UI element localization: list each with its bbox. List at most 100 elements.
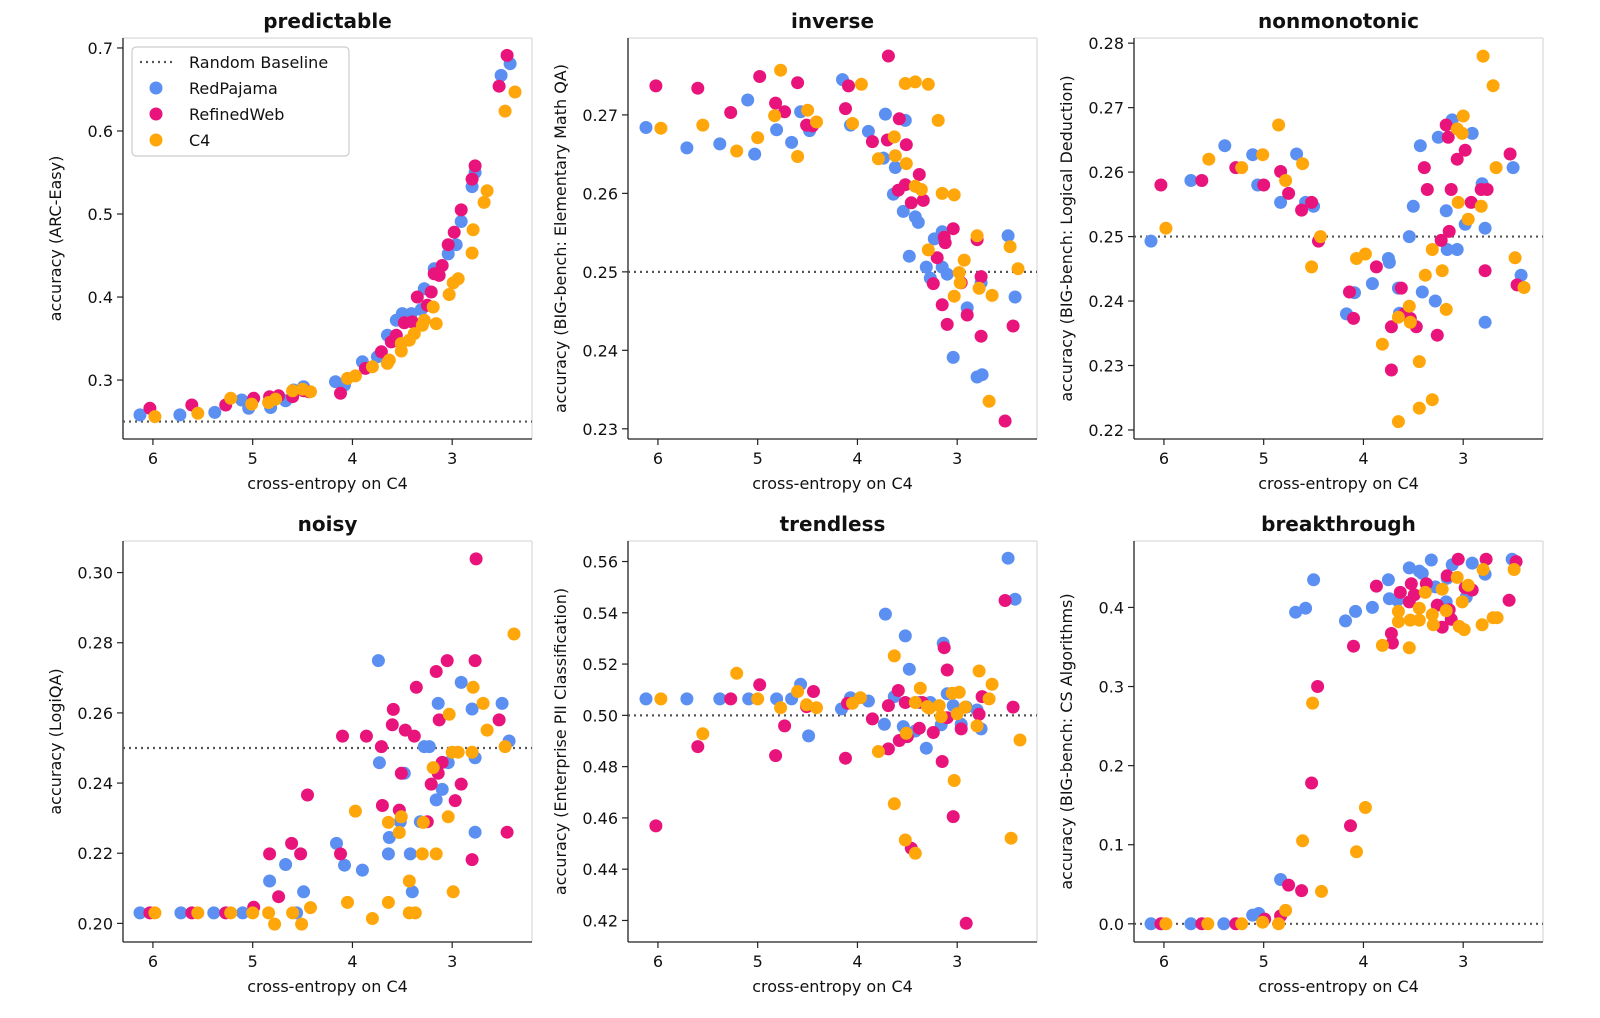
point-redpajama bbox=[422, 740, 436, 754]
point-refinedweb bbox=[898, 178, 912, 192]
point-redpajama bbox=[1218, 139, 1232, 153]
point-redpajama bbox=[741, 93, 755, 107]
point-redpajama bbox=[468, 825, 482, 839]
point-c4 bbox=[498, 104, 512, 118]
point-c4 bbox=[953, 276, 967, 290]
x-axis-label: cross-entropy on C4 bbox=[752, 474, 913, 493]
point-refinedweb bbox=[998, 594, 1012, 607]
point-c4 bbox=[887, 649, 901, 663]
point-refinedweb bbox=[492, 79, 506, 93]
point-redpajama bbox=[898, 629, 912, 643]
subplot-title: trendless bbox=[780, 512, 886, 536]
point-c4 bbox=[507, 627, 521, 641]
point-c4 bbox=[932, 699, 946, 713]
point-c4 bbox=[970, 229, 984, 243]
point-c4 bbox=[957, 253, 971, 267]
point-redpajama bbox=[1402, 230, 1416, 244]
point-refinedweb bbox=[454, 777, 468, 791]
point-c4 bbox=[810, 701, 823, 715]
point-redpajama bbox=[355, 863, 369, 877]
point-refinedweb bbox=[1195, 174, 1209, 187]
point-redpajama bbox=[454, 675, 468, 689]
point-redpajama bbox=[1289, 605, 1303, 619]
point-redpajama bbox=[742, 692, 756, 706]
point-refinedweb bbox=[1282, 186, 1296, 200]
legend-label: Random Baseline bbox=[189, 53, 328, 72]
y-tick-label: 0.52 bbox=[582, 655, 618, 674]
x-tick-label: 5 bbox=[1259, 952, 1269, 971]
point-refinedweb bbox=[385, 718, 399, 732]
point-refinedweb bbox=[465, 853, 479, 867]
point-refinedweb bbox=[753, 678, 767, 692]
point-refinedweb bbox=[946, 222, 960, 236]
point-c4 bbox=[898, 833, 912, 847]
point-redpajama bbox=[1450, 243, 1464, 256]
point-c4 bbox=[286, 906, 300, 920]
point-redpajama bbox=[1402, 561, 1416, 575]
point-c4 bbox=[416, 815, 430, 829]
point-redpajama bbox=[919, 741, 933, 755]
point-refinedweb bbox=[891, 684, 905, 697]
x-tick-label: 6 bbox=[1159, 449, 1169, 468]
point-refinedweb bbox=[865, 712, 879, 726]
point-c4 bbox=[1435, 582, 1449, 596]
point-c4 bbox=[442, 707, 456, 721]
point-c4 bbox=[908, 846, 922, 860]
point-c4 bbox=[1508, 251, 1522, 265]
point-refinedweb bbox=[778, 719, 792, 733]
y-tick-label: 0.28 bbox=[1088, 34, 1124, 53]
point-c4 bbox=[286, 384, 300, 398]
point-c4 bbox=[1314, 230, 1327, 244]
y-tick-label: 0.4 bbox=[1099, 598, 1124, 617]
point-refinedweb bbox=[842, 79, 855, 93]
point-c4 bbox=[908, 696, 922, 709]
point-refinedweb bbox=[938, 236, 952, 250]
point-redpajama bbox=[133, 408, 147, 422]
point-refinedweb bbox=[440, 654, 454, 668]
point-c4 bbox=[899, 157, 913, 171]
point-c4 bbox=[148, 906, 162, 920]
y-axis-label: accuracy (BIG-bench: Elementary Math QA) bbox=[551, 64, 570, 413]
point-c4 bbox=[1412, 355, 1426, 369]
point-redpajama bbox=[748, 147, 762, 161]
point-c4 bbox=[341, 895, 354, 909]
point-refinedweb bbox=[1393, 585, 1407, 599]
point-c4 bbox=[466, 223, 480, 237]
point-redpajama bbox=[1506, 161, 1520, 175]
point-redpajama bbox=[975, 368, 989, 382]
point-c4 bbox=[1403, 315, 1417, 329]
point-redpajama bbox=[1144, 234, 1158, 248]
point-refinedweb bbox=[1404, 577, 1418, 591]
point-c4 bbox=[1451, 195, 1465, 209]
point-refinedweb bbox=[465, 172, 479, 186]
point-redpajama bbox=[279, 858, 293, 871]
point-refinedweb bbox=[1407, 588, 1421, 602]
point-c4 bbox=[947, 188, 961, 202]
legend-label: RefinedWeb bbox=[189, 105, 284, 124]
point-redpajama bbox=[1299, 601, 1313, 615]
point-refinedweb bbox=[892, 112, 906, 126]
point-c4 bbox=[1425, 608, 1439, 622]
point-c4 bbox=[304, 901, 317, 915]
point-c4 bbox=[268, 917, 282, 931]
point-c4 bbox=[1402, 641, 1416, 655]
subplot-predictable: 6 5 4 3 0.3 0.4 0.5 0.6 0.7 predictable cross-entr… bbox=[46, 9, 533, 493]
point-refinedweb bbox=[1154, 178, 1168, 192]
y-tick-label: 0.7 bbox=[88, 39, 113, 58]
point-refinedweb bbox=[1458, 143, 1472, 157]
point-c4 bbox=[1490, 611, 1504, 625]
point-refinedweb bbox=[912, 721, 926, 735]
y-tick-label: 0.23 bbox=[582, 420, 618, 439]
x-tick-label: 6 bbox=[653, 449, 663, 468]
point-c4 bbox=[1306, 696, 1320, 710]
point-c4 bbox=[1426, 618, 1440, 632]
y-tick-label: 0.4 bbox=[88, 288, 113, 307]
y-axis-label: accuracy (ARC-Easy) bbox=[46, 156, 65, 322]
point-c4 bbox=[913, 681, 927, 695]
point-c4 bbox=[1315, 884, 1328, 898]
point-redpajama bbox=[429, 793, 443, 807]
y-tick-label: 0.46 bbox=[582, 809, 618, 828]
y-tick-label: 0.3 bbox=[1099, 678, 1124, 697]
point-refinedweb bbox=[881, 742, 895, 756]
point-redpajama bbox=[1365, 600, 1379, 614]
